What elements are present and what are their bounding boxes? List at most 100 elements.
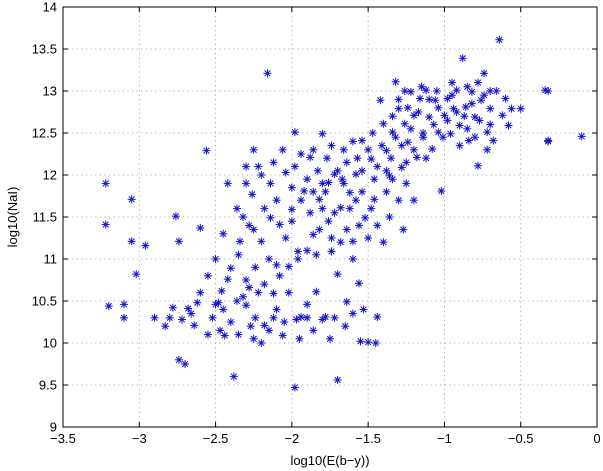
axis-ticks (62, 6, 598, 428)
data-point (382, 146, 391, 155)
data-point (412, 153, 421, 162)
data-point (297, 150, 306, 158)
data-point (373, 162, 382, 171)
x-axis-title: log10(E(b−y)) (290, 453, 369, 468)
y-tick-label: 13.5 (32, 42, 57, 57)
data-point (193, 298, 202, 307)
data-point (470, 133, 479, 142)
data-point (242, 301, 251, 310)
data-point (281, 234, 290, 242)
data-point (406, 87, 415, 96)
data-point (371, 339, 380, 347)
data-point (368, 129, 377, 137)
data-point (297, 196, 306, 205)
data-point (458, 54, 467, 63)
data-point (269, 158, 278, 167)
data-point (345, 188, 354, 197)
data-point (303, 300, 312, 309)
data-point (470, 113, 479, 122)
data-point (272, 260, 281, 269)
data-point (397, 163, 406, 172)
data-point (324, 217, 333, 226)
data-point (342, 225, 351, 234)
data-point (187, 309, 196, 318)
data-point (409, 145, 418, 154)
data-point (264, 326, 273, 335)
data-point (269, 313, 278, 322)
data-point (318, 204, 327, 213)
data-point (475, 116, 484, 125)
data-point (428, 144, 437, 153)
data-point (342, 158, 351, 167)
x-tick-label: 0 (593, 431, 600, 446)
data-point (223, 179, 232, 188)
data-point (473, 78, 482, 87)
data-point (287, 183, 296, 192)
data-point (295, 334, 304, 343)
data-point (216, 326, 225, 335)
data-point (577, 132, 586, 141)
data-point (429, 120, 438, 129)
data-point (403, 103, 412, 112)
data-point (293, 247, 302, 256)
data-point (364, 145, 373, 154)
y-tick-label: 10.5 (32, 294, 57, 309)
data-point (463, 82, 472, 91)
x-tick-label: −3 (132, 431, 147, 446)
data-point (120, 300, 129, 309)
data-point (516, 104, 525, 113)
data-point (333, 375, 342, 384)
data-point (341, 322, 350, 331)
data-point (242, 179, 251, 188)
data-point (303, 175, 312, 184)
data-point (443, 116, 452, 125)
data-point (219, 305, 228, 314)
data-point (504, 121, 513, 130)
data-point (287, 217, 296, 226)
data-point (272, 305, 281, 314)
data-point (232, 297, 241, 305)
data-point (416, 94, 425, 103)
data-point (101, 220, 110, 229)
data-point (202, 146, 211, 155)
data-point (245, 283, 254, 292)
data-point (483, 128, 492, 137)
data-point (120, 313, 129, 322)
data-point (358, 187, 367, 196)
data-point (354, 279, 363, 288)
data-point (414, 108, 423, 116)
data-point (388, 112, 397, 121)
data-point (348, 255, 357, 263)
data-point (327, 141, 336, 150)
data-point (400, 119, 409, 128)
data-point (452, 108, 461, 116)
data-point (322, 154, 331, 163)
data-point (394, 196, 403, 205)
data-point (254, 288, 263, 297)
y-tick-label: 11 (44, 252, 58, 267)
data-point (165, 313, 174, 322)
data-point (306, 208, 315, 217)
data-point (264, 255, 273, 263)
data-point (281, 168, 290, 177)
data-point (309, 326, 318, 335)
data-point (251, 313, 260, 322)
data-point (338, 175, 347, 184)
data-point (161, 322, 170, 331)
data-point (409, 111, 418, 120)
data-point (387, 154, 396, 163)
data-point (203, 330, 212, 339)
data-point (292, 315, 301, 324)
data-point (434, 103, 443, 112)
data-point (178, 315, 187, 324)
data-point (348, 237, 357, 246)
data-point (443, 94, 452, 103)
data-point (373, 312, 382, 321)
data-point (290, 128, 299, 137)
data-point (348, 309, 357, 318)
data-point (486, 87, 495, 95)
data-point (101, 179, 110, 188)
data-point (326, 334, 334, 343)
data-point (203, 271, 212, 280)
